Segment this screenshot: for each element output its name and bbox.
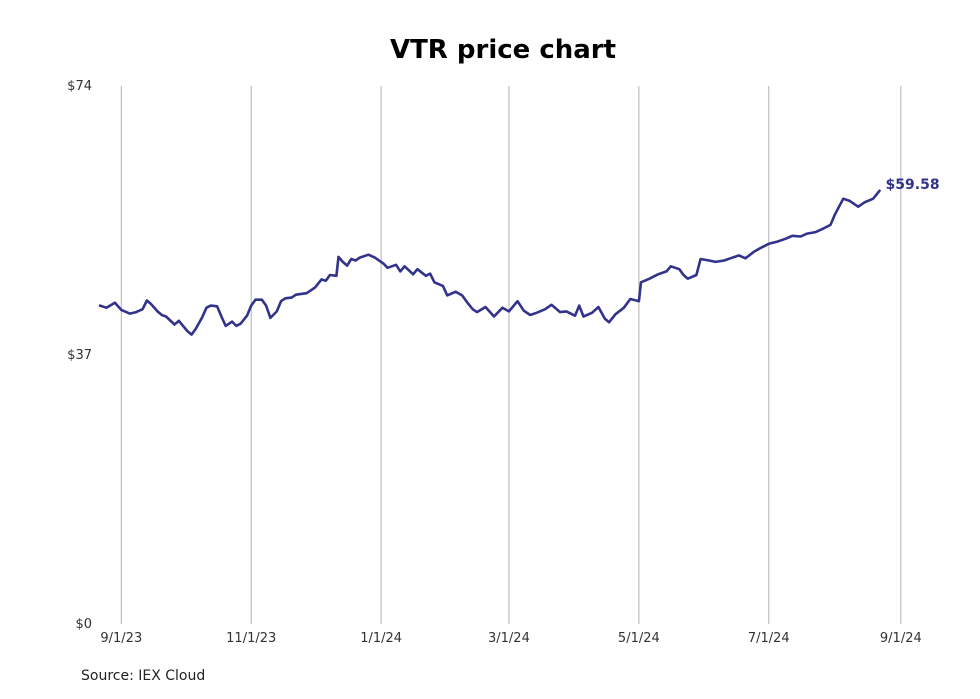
y-tick-label: $0 [75,617,92,632]
x-tick-label: 3/1/24 [488,631,530,646]
x-tick-label: 7/1/24 [748,631,790,646]
price-line [98,189,881,336]
chart-title: VTR price chart [390,35,616,65]
x-tick-label: 9/1/24 [880,631,922,646]
y-tick-label: $37 [67,348,92,363]
last-price-label: $59.58 [886,177,940,193]
y-axis-ticks: $0 $37 $74 [67,79,92,632]
x-tick-label: 11/1/23 [226,631,276,646]
source-note: Source: IEX Cloud [81,668,206,684]
x-tick-label: 9/1/23 [100,631,142,646]
x-axis-ticks: 9/1/23 11/1/23 1/1/24 3/1/24 5/1/24 7/1/24 9/1… [100,631,921,646]
y-tick-label: $74 [67,79,92,94]
x-tick-label: 1/1/24 [360,631,402,646]
vertical-gridlines [120,86,902,624]
x-tick-label: 5/1/24 [618,631,660,646]
